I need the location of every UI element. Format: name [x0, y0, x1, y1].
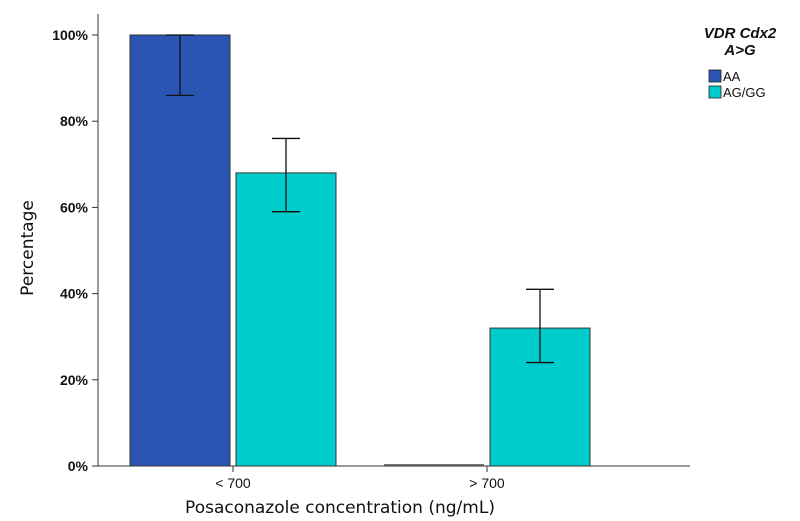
- y-axis-title: Percentage: [18, 200, 38, 296]
- y-tick-label: 20%: [60, 372, 89, 388]
- error-bar-ag-gg-1: [526, 288, 554, 364]
- x-axis-title: Posaconazole concentration (ng/mL): [185, 498, 495, 518]
- x-tick-label: > 700: [469, 475, 505, 491]
- y-tick-label: 0%: [68, 458, 89, 474]
- bar-ag-gg-0: [235, 172, 337, 467]
- legend: VDR Cdx2 A>G AA AG/GG: [704, 25, 777, 100]
- error-bar-ag-gg-0: [272, 137, 300, 213]
- legend-label-aa: AA: [723, 69, 741, 84]
- bars-group: [129, 34, 591, 467]
- bar-aa-0: [129, 34, 231, 467]
- y-tick-label: 100%: [52, 27, 88, 43]
- y-tick-label: 60%: [60, 199, 89, 215]
- legend-swatch-aa: [708, 69, 722, 83]
- x-tick-label: < 700: [215, 475, 251, 491]
- y-tick-label: 40%: [60, 286, 89, 302]
- y-ticks-group: 0% 20% 40% 60% 80% 100%: [52, 27, 98, 474]
- legend-swatch-ag-gg: [708, 85, 722, 99]
- x-ticks-group: < 700 > 700: [215, 466, 505, 491]
- legend-title-line1: VDR Cdx2: [704, 25, 777, 42]
- y-tick-label: 80%: [60, 113, 89, 129]
- error-bar-aa-0: [166, 34, 194, 96]
- legend-title-line2: A>G: [723, 42, 756, 59]
- legend-label-ag-gg: AG/GG: [723, 85, 766, 100]
- error-bars-group: [166, 34, 554, 364]
